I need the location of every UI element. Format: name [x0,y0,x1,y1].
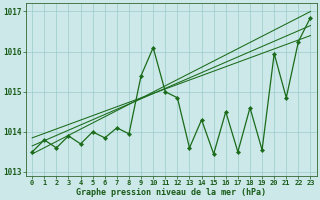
X-axis label: Graphe pression niveau de la mer (hPa): Graphe pression niveau de la mer (hPa) [76,188,266,197]
